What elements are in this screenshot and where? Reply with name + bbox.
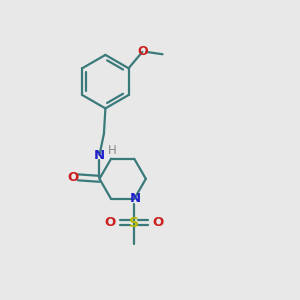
Text: O: O (105, 216, 116, 229)
Text: N: N (130, 192, 141, 206)
Text: N: N (94, 148, 105, 162)
Text: S: S (129, 216, 139, 230)
Text: O: O (137, 45, 148, 58)
Text: H: H (108, 144, 116, 157)
Text: O: O (152, 216, 164, 229)
Text: O: O (67, 171, 78, 184)
